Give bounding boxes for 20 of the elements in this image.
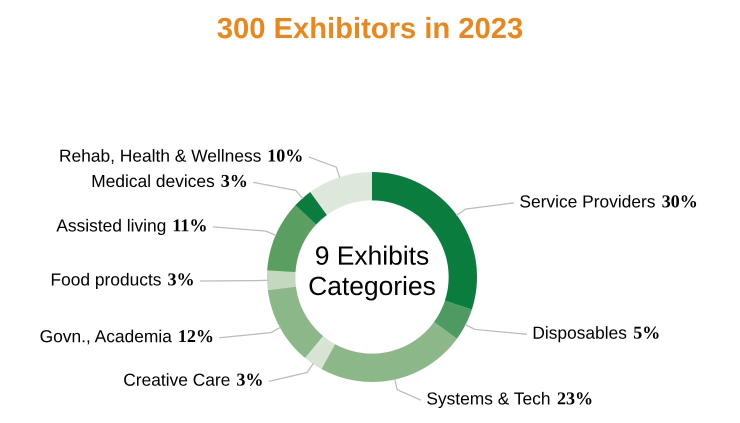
slice-label: Medical devices (92, 174, 214, 188)
slice-label: Service Providers (520, 194, 655, 208)
data-label: 10% (268, 150, 302, 162)
data-label: 11% (174, 219, 206, 232)
slice-label: Systems & Tech (427, 392, 550, 408)
slice-label: Rehab, Health & Wellness (60, 149, 261, 164)
slice-label: Food products (52, 272, 161, 290)
data-label: 5% (634, 326, 659, 339)
data-label: 23% (558, 392, 592, 405)
slice-label: Govn., Academia (40, 330, 172, 344)
data-label: 3% (168, 273, 193, 286)
chart-title: 300 Exhibitors in 2023 (217, 16, 522, 38)
data-label: 30% (662, 195, 696, 208)
slice-label: Creative Care (124, 373, 230, 386)
slice-label: Disposables (534, 326, 626, 342)
slice-label: Assisted living (56, 218, 166, 236)
data-label: 3% (237, 374, 262, 386)
data-label: 12% (179, 330, 212, 342)
text: 9 Exhibits Categories (310, 246, 435, 300)
data-label: 3% (221, 174, 246, 188)
